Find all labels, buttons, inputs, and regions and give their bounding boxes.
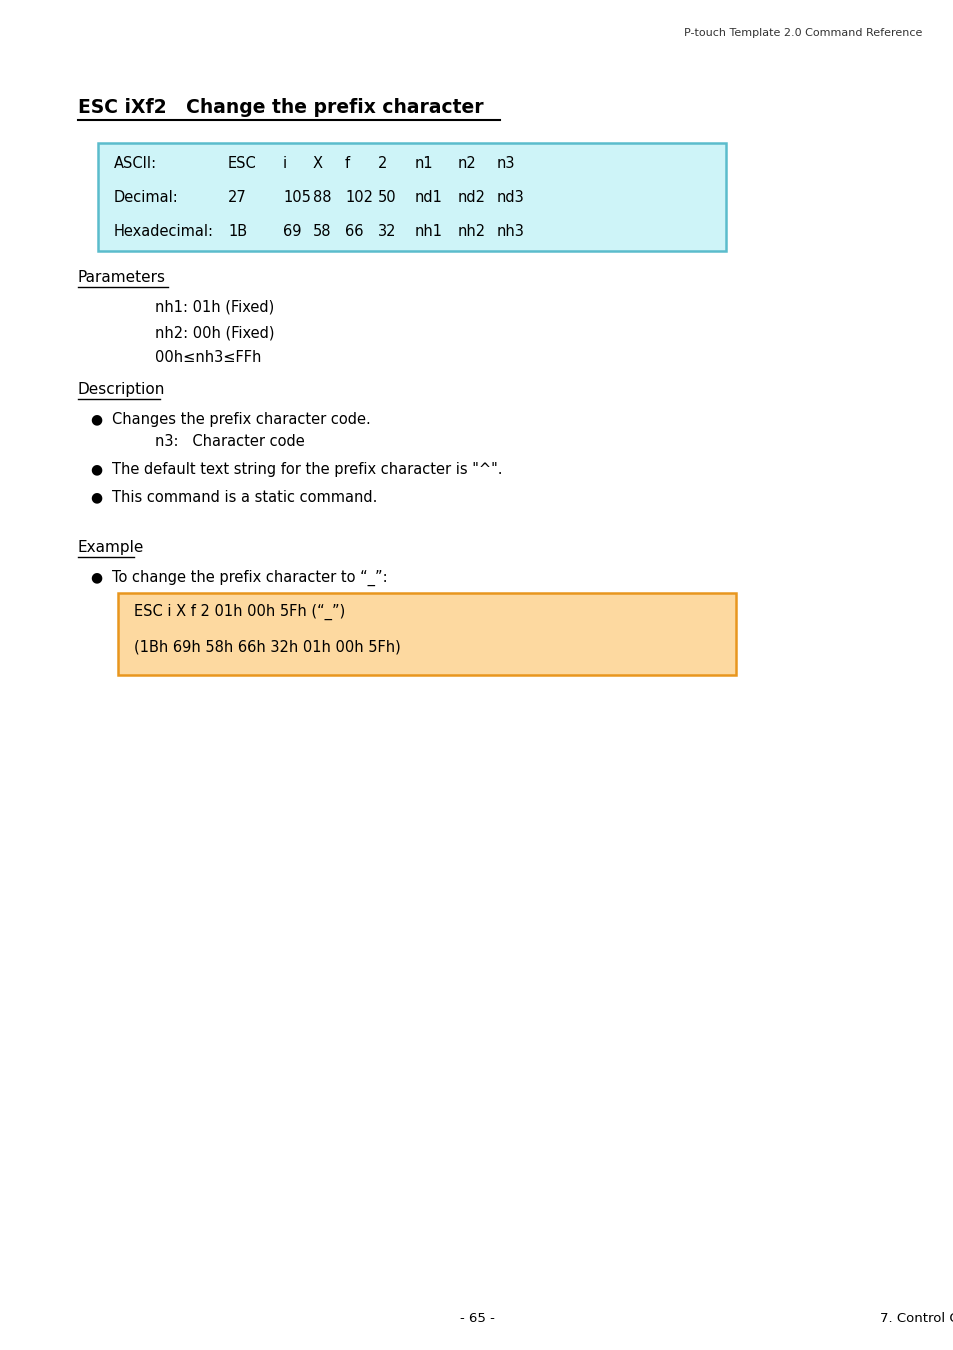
Text: nd3: nd3 (497, 190, 524, 205)
Text: nd2: nd2 (457, 190, 485, 205)
Text: nh1: nh1 (415, 224, 442, 239)
Text: nh2: 00h (Fixed): nh2: 00h (Fixed) (154, 325, 274, 340)
Text: f: f (345, 157, 350, 171)
Text: The default text string for the prefix character is "^".: The default text string for the prefix c… (112, 462, 502, 477)
Text: nh3: nh3 (497, 224, 524, 239)
Text: nd1: nd1 (415, 190, 442, 205)
Text: 27: 27 (228, 190, 247, 205)
Text: 7. Control Command Details: 7. Control Command Details (879, 1312, 953, 1324)
Text: This command is a static command.: This command is a static command. (112, 490, 377, 505)
Text: 105: 105 (283, 190, 311, 205)
Text: n3:   Character code: n3: Character code (154, 433, 304, 450)
Text: i: i (283, 157, 287, 171)
Text: Decimal:: Decimal: (113, 190, 178, 205)
Text: ●: ● (90, 462, 102, 477)
Text: ASCII:: ASCII: (113, 157, 157, 171)
Text: X: X (313, 157, 323, 171)
Text: nh1: 01h (Fixed): nh1: 01h (Fixed) (154, 300, 274, 315)
Text: n1: n1 (415, 157, 434, 171)
Text: 69: 69 (283, 224, 301, 239)
Text: ESC: ESC (228, 157, 256, 171)
Text: (1Bh 69h 58h 66h 32h 01h 00h 5Fh): (1Bh 69h 58h 66h 32h 01h 00h 5Fh) (133, 640, 400, 655)
Text: 88: 88 (313, 190, 331, 205)
Text: 66: 66 (345, 224, 363, 239)
Text: ESC iXf2   Change the prefix character: ESC iXf2 Change the prefix character (78, 99, 483, 117)
Text: ●: ● (90, 412, 102, 427)
Text: ESC i X f 2 01h 00h 5Fh (“_”): ESC i X f 2 01h 00h 5Fh (“_”) (133, 603, 345, 620)
Text: ●: ● (90, 490, 102, 504)
Text: nh2: nh2 (457, 224, 486, 239)
Text: P-touch Template 2.0 Command Reference: P-touch Template 2.0 Command Reference (683, 28, 921, 38)
Text: To change the prefix character to “_”:: To change the prefix character to “_”: (112, 570, 387, 586)
Text: 1B: 1B (228, 224, 247, 239)
FancyBboxPatch shape (98, 143, 725, 251)
Text: 2: 2 (377, 157, 387, 171)
Text: 50: 50 (377, 190, 396, 205)
Text: 58: 58 (313, 224, 331, 239)
Text: - 65 -: - 65 - (459, 1312, 494, 1324)
Text: ●: ● (90, 570, 102, 585)
Text: n2: n2 (457, 157, 476, 171)
Text: n3: n3 (497, 157, 515, 171)
Text: 102: 102 (345, 190, 373, 205)
Text: Hexadecimal:: Hexadecimal: (113, 224, 213, 239)
FancyBboxPatch shape (118, 593, 735, 675)
Text: 00h≤nh3≤FFh: 00h≤nh3≤FFh (154, 350, 261, 365)
Text: Example: Example (78, 540, 144, 555)
Text: Changes the prefix character code.: Changes the prefix character code. (112, 412, 371, 427)
Text: 32: 32 (377, 224, 396, 239)
Text: Parameters: Parameters (78, 270, 166, 285)
Text: Description: Description (78, 382, 165, 397)
